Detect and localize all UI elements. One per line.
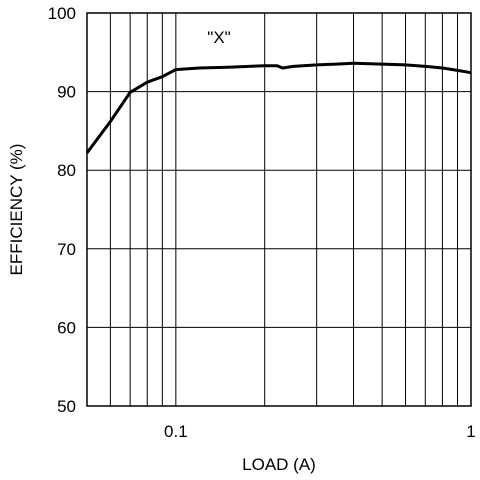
x-tick-labels: 0.1 1: [164, 422, 476, 441]
x-axis-label: LOAD (A): [242, 455, 316, 474]
y-axis-label: EFFICIENCY (%): [7, 144, 26, 276]
y-tick-label: 90: [57, 83, 76, 102]
y-tick-label: 70: [57, 240, 76, 259]
y-tick-label: 80: [57, 161, 76, 180]
y-tick-label: 100: [48, 4, 76, 23]
plot-frame: [86, 12, 472, 407]
y-tick-label: 50: [57, 397, 76, 416]
x-tick-label: 0.1: [164, 422, 188, 441]
chart-annotation: "X": [207, 28, 230, 47]
y-tick-label: 60: [57, 318, 76, 337]
grid: [87, 13, 471, 406]
y-tick-labels: 50 60 70 80 90 100: [48, 4, 76, 416]
efficiency-curve: [85, 61, 472, 154]
x-tick-label: 1: [466, 422, 475, 441]
